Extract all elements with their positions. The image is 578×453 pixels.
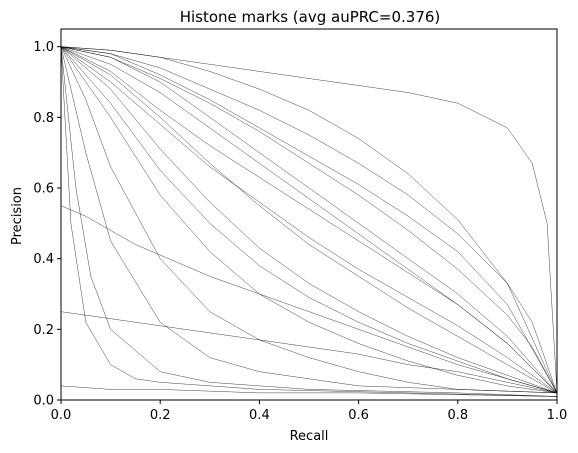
pr-curve-5 <box>60 46 558 394</box>
pr-curve-4 <box>60 46 558 394</box>
y-tick-label: 0.0 <box>33 394 54 409</box>
pr-curve-6 <box>60 46 558 394</box>
pr-curve-20 <box>60 46 558 394</box>
y-tick-label: 1.0 <box>33 40 54 55</box>
pr-curve-8 <box>60 46 558 394</box>
pr-curve-16 <box>60 311 558 394</box>
pr-curve-9 <box>60 46 558 394</box>
y-tick-label: 0.8 <box>33 111 54 126</box>
y-tick-label: 0.4 <box>33 252 54 267</box>
pr-curve-3 <box>60 46 558 394</box>
pr-curve-19 <box>60 46 558 394</box>
series-group <box>60 46 558 397</box>
pr-curve-14 <box>60 46 558 394</box>
x-tick-label: 0.4 <box>249 408 270 423</box>
pr-curve-13 <box>60 46 558 394</box>
pr-curve-2 <box>60 46 558 393</box>
x-tick-label: 0.6 <box>348 408 369 423</box>
pr-curve-7 <box>60 46 558 394</box>
pr-curve-11 <box>60 46 558 394</box>
y-tick-label: 0.6 <box>33 182 54 197</box>
x-tick-label: 0.8 <box>447 408 468 423</box>
y-tick-label: 0.2 <box>33 323 54 338</box>
y-axis-label: Precision <box>10 187 25 245</box>
pr-curve-18 <box>60 385 558 397</box>
pr-curve-10 <box>60 46 558 397</box>
chart-title: Histone marks (avg auPRC=0.376) <box>180 8 441 26</box>
x-tick-label: 0.0 <box>51 408 72 423</box>
x-tick-label: 0.2 <box>150 408 171 423</box>
x-axis-label: Recall <box>290 429 329 444</box>
pr-curve-17 <box>60 46 558 397</box>
pr-curve-15 <box>60 205 558 394</box>
pr-curve-12 <box>60 46 558 394</box>
plot-frame <box>60 28 558 401</box>
x-tick-label: 1.0 <box>547 408 568 423</box>
y-axis: 0.0 0.2 0.4 0.6 0.8 1.0 <box>33 40 61 409</box>
pr-curve-1 <box>60 46 558 393</box>
x-axis: 0.0 0.2 0.4 0.6 0.8 1.0 <box>51 400 568 423</box>
